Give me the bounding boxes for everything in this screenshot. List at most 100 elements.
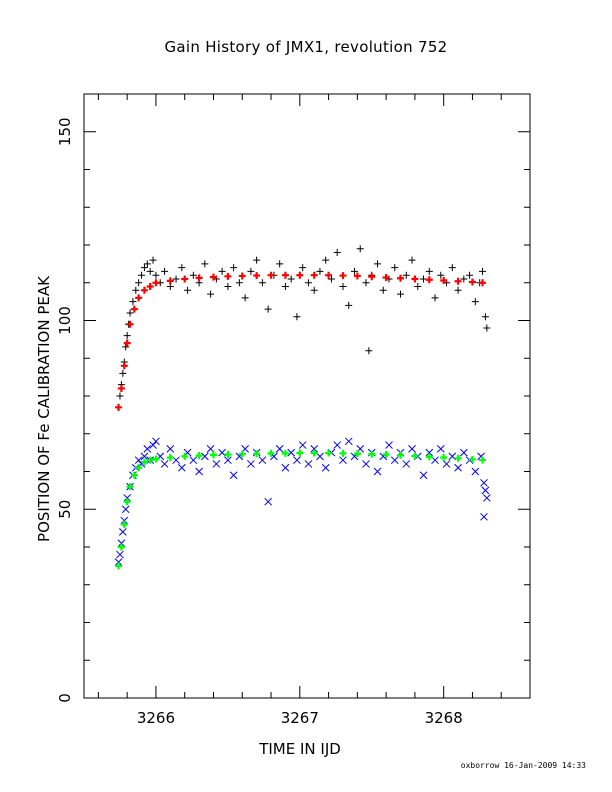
chart-title: Gain History of JMX1, revolution 752	[164, 38, 448, 56]
data-point	[440, 276, 448, 284]
data-point	[121, 505, 130, 514]
data-point	[201, 260, 209, 268]
data-point	[130, 471, 138, 479]
data-point	[195, 452, 203, 460]
data-point	[339, 456, 347, 465]
data-point	[206, 444, 215, 453]
data-point	[195, 467, 203, 476]
data-point	[390, 456, 399, 465]
data-point	[253, 450, 261, 458]
data-point	[212, 460, 221, 468]
data-point	[117, 539, 126, 548]
data-point	[479, 267, 487, 275]
x-tick-label: 3267	[281, 709, 319, 727]
data-point	[408, 444, 416, 453]
data-point	[138, 271, 146, 279]
data-point	[339, 272, 347, 280]
data-point	[466, 271, 474, 279]
data-point	[459, 448, 468, 457]
data-point	[353, 272, 361, 280]
data-point	[200, 452, 209, 461]
data-point	[152, 279, 160, 287]
data-point	[482, 494, 491, 502]
data-point	[118, 528, 127, 536]
plot-area-frame	[83, 93, 531, 699]
data-point	[116, 392, 124, 400]
data-point	[353, 450, 361, 458]
data-point	[425, 453, 433, 461]
data-point	[264, 305, 272, 313]
data-point	[379, 286, 387, 294]
data-point	[325, 449, 333, 457]
data-point	[281, 271, 289, 279]
data-point	[229, 471, 238, 480]
data-point	[481, 486, 490, 495]
data-point	[321, 463, 330, 472]
data-point	[419, 471, 428, 480]
data-point	[238, 272, 246, 280]
data-point	[224, 451, 232, 459]
data-point	[160, 460, 169, 468]
data-point	[224, 283, 232, 291]
data-point	[120, 520, 128, 528]
data-point	[152, 437, 160, 446]
data-point	[126, 309, 134, 317]
data-point	[368, 450, 376, 458]
data-point	[325, 271, 333, 279]
data-point	[480, 478, 488, 487]
data-point	[120, 516, 129, 525]
data-point	[135, 294, 143, 302]
data-point	[267, 449, 275, 457]
data-point	[468, 455, 476, 463]
data-point	[344, 437, 353, 446]
data-series-layer	[114, 245, 491, 570]
data-point	[172, 275, 180, 283]
data-point	[356, 245, 364, 253]
data-point	[454, 454, 462, 462]
data-point	[483, 324, 491, 332]
series-1	[115, 271, 487, 411]
data-point	[275, 444, 284, 453]
data-point	[327, 275, 335, 283]
plot-credit-stamp: oxborrow 16-Jan-2009 14:33	[460, 761, 586, 770]
data-point	[189, 456, 198, 465]
data-point	[304, 279, 312, 287]
data-point	[123, 339, 131, 347]
data-point	[293, 456, 301, 465]
data-point	[480, 512, 488, 521]
data-point	[264, 497, 273, 506]
data-point	[126, 320, 134, 328]
data-point	[149, 441, 157, 449]
data-point	[471, 467, 480, 476]
data-point	[181, 452, 189, 460]
x-tick-label: 3268	[425, 709, 463, 727]
data-point	[373, 260, 381, 268]
data-point	[258, 456, 267, 465]
data-point	[123, 332, 131, 340]
data-point	[310, 444, 319, 453]
data-point	[425, 267, 433, 275]
data-point	[209, 273, 217, 281]
data-point	[281, 463, 290, 472]
data-point	[181, 275, 189, 283]
data-point	[296, 449, 304, 457]
data-point	[402, 460, 411, 468]
data-point	[373, 467, 382, 476]
data-point	[218, 267, 226, 275]
data-point	[479, 279, 487, 287]
data-point	[122, 343, 130, 351]
data-point	[230, 264, 238, 272]
data-point	[161, 267, 169, 275]
data-point	[362, 460, 370, 468]
data-point	[267, 271, 275, 279]
data-point	[253, 256, 261, 264]
data-point	[115, 562, 123, 570]
data-point	[132, 286, 140, 294]
data-point	[296, 271, 304, 279]
data-point	[448, 264, 456, 272]
data-point	[339, 283, 347, 291]
data-point	[298, 441, 307, 449]
data-point	[397, 451, 405, 459]
data-point	[207, 290, 215, 298]
data-point	[152, 455, 160, 463]
